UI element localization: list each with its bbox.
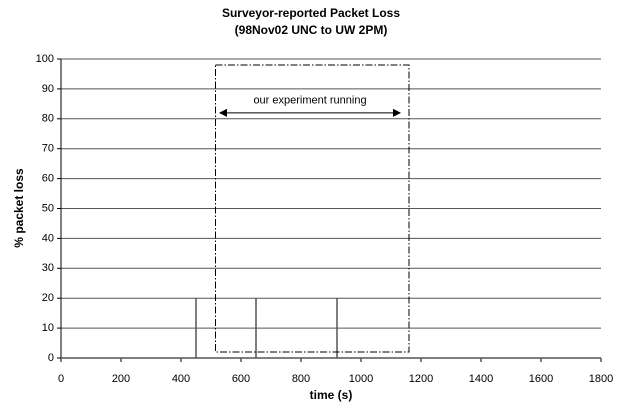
x-tick-label: 600 [232,373,250,385]
y-tick-label: 90 [42,83,54,95]
y-tick-label: 10 [42,322,54,334]
y-tick-label: 100 [36,53,54,65]
y-tick-label: 20 [42,292,54,304]
y-tick-label: 40 [42,232,54,244]
x-tick-label: 1800 [589,373,613,385]
x-tick-label: 1400 [469,373,493,385]
y-tick-label: 70 [42,143,54,155]
y-tick-label: 50 [42,202,54,214]
x-tick-label: 400 [172,373,190,385]
x-tick-label: 1600 [529,373,553,385]
x-axis-label: time (s) [310,388,353,402]
x-tick-label: 0 [58,373,64,385]
y-tick-label: 60 [42,173,54,185]
chart-title: Surveyor-reported Packet Loss [222,6,400,20]
annotation-text: our experiment running [253,95,366,107]
x-tick-label: 1200 [409,373,433,385]
data-line [61,298,601,359]
experiment-box [215,64,410,353]
chart-subtitle: (98Nov02 UNC to UW 2PM) [235,23,388,37]
x-tick-label: 200 [112,373,130,385]
y-tick-label: 80 [42,113,54,125]
x-tick-label: 1000 [349,373,373,385]
y-tick-label: 0 [48,352,54,364]
x-tick-label: 800 [292,373,310,385]
y-tick-label: 30 [42,262,54,274]
y-axis-label: % packet loss [12,168,26,248]
